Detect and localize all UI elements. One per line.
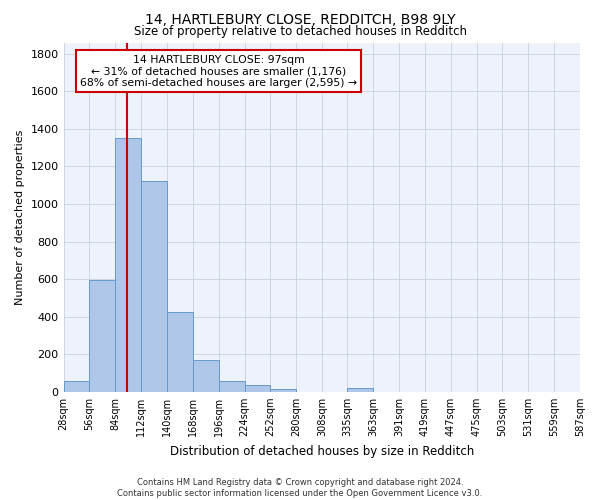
Bar xyxy=(193,360,219,392)
Bar xyxy=(245,384,271,392)
Bar xyxy=(89,280,115,392)
Text: 14 HARTLEBURY CLOSE: 97sqm
← 31% of detached houses are smaller (1,176)
68% of s: 14 HARTLEBURY CLOSE: 97sqm ← 31% of deta… xyxy=(80,54,357,88)
Bar xyxy=(115,138,141,392)
Y-axis label: Number of detached properties: Number of detached properties xyxy=(15,130,25,305)
Bar xyxy=(219,380,245,392)
Text: Contains HM Land Registry data © Crown copyright and database right 2024.
Contai: Contains HM Land Registry data © Crown c… xyxy=(118,478,482,498)
Text: Size of property relative to detached houses in Redditch: Size of property relative to detached ho… xyxy=(133,25,467,38)
X-axis label: Distribution of detached houses by size in Redditch: Distribution of detached houses by size … xyxy=(170,444,474,458)
Bar xyxy=(167,312,193,392)
Bar xyxy=(271,389,296,392)
Bar xyxy=(64,382,89,392)
Text: 14, HARTLEBURY CLOSE, REDDITCH, B98 9LY: 14, HARTLEBURY CLOSE, REDDITCH, B98 9LY xyxy=(145,12,455,26)
Bar xyxy=(347,388,373,392)
Bar xyxy=(141,182,167,392)
